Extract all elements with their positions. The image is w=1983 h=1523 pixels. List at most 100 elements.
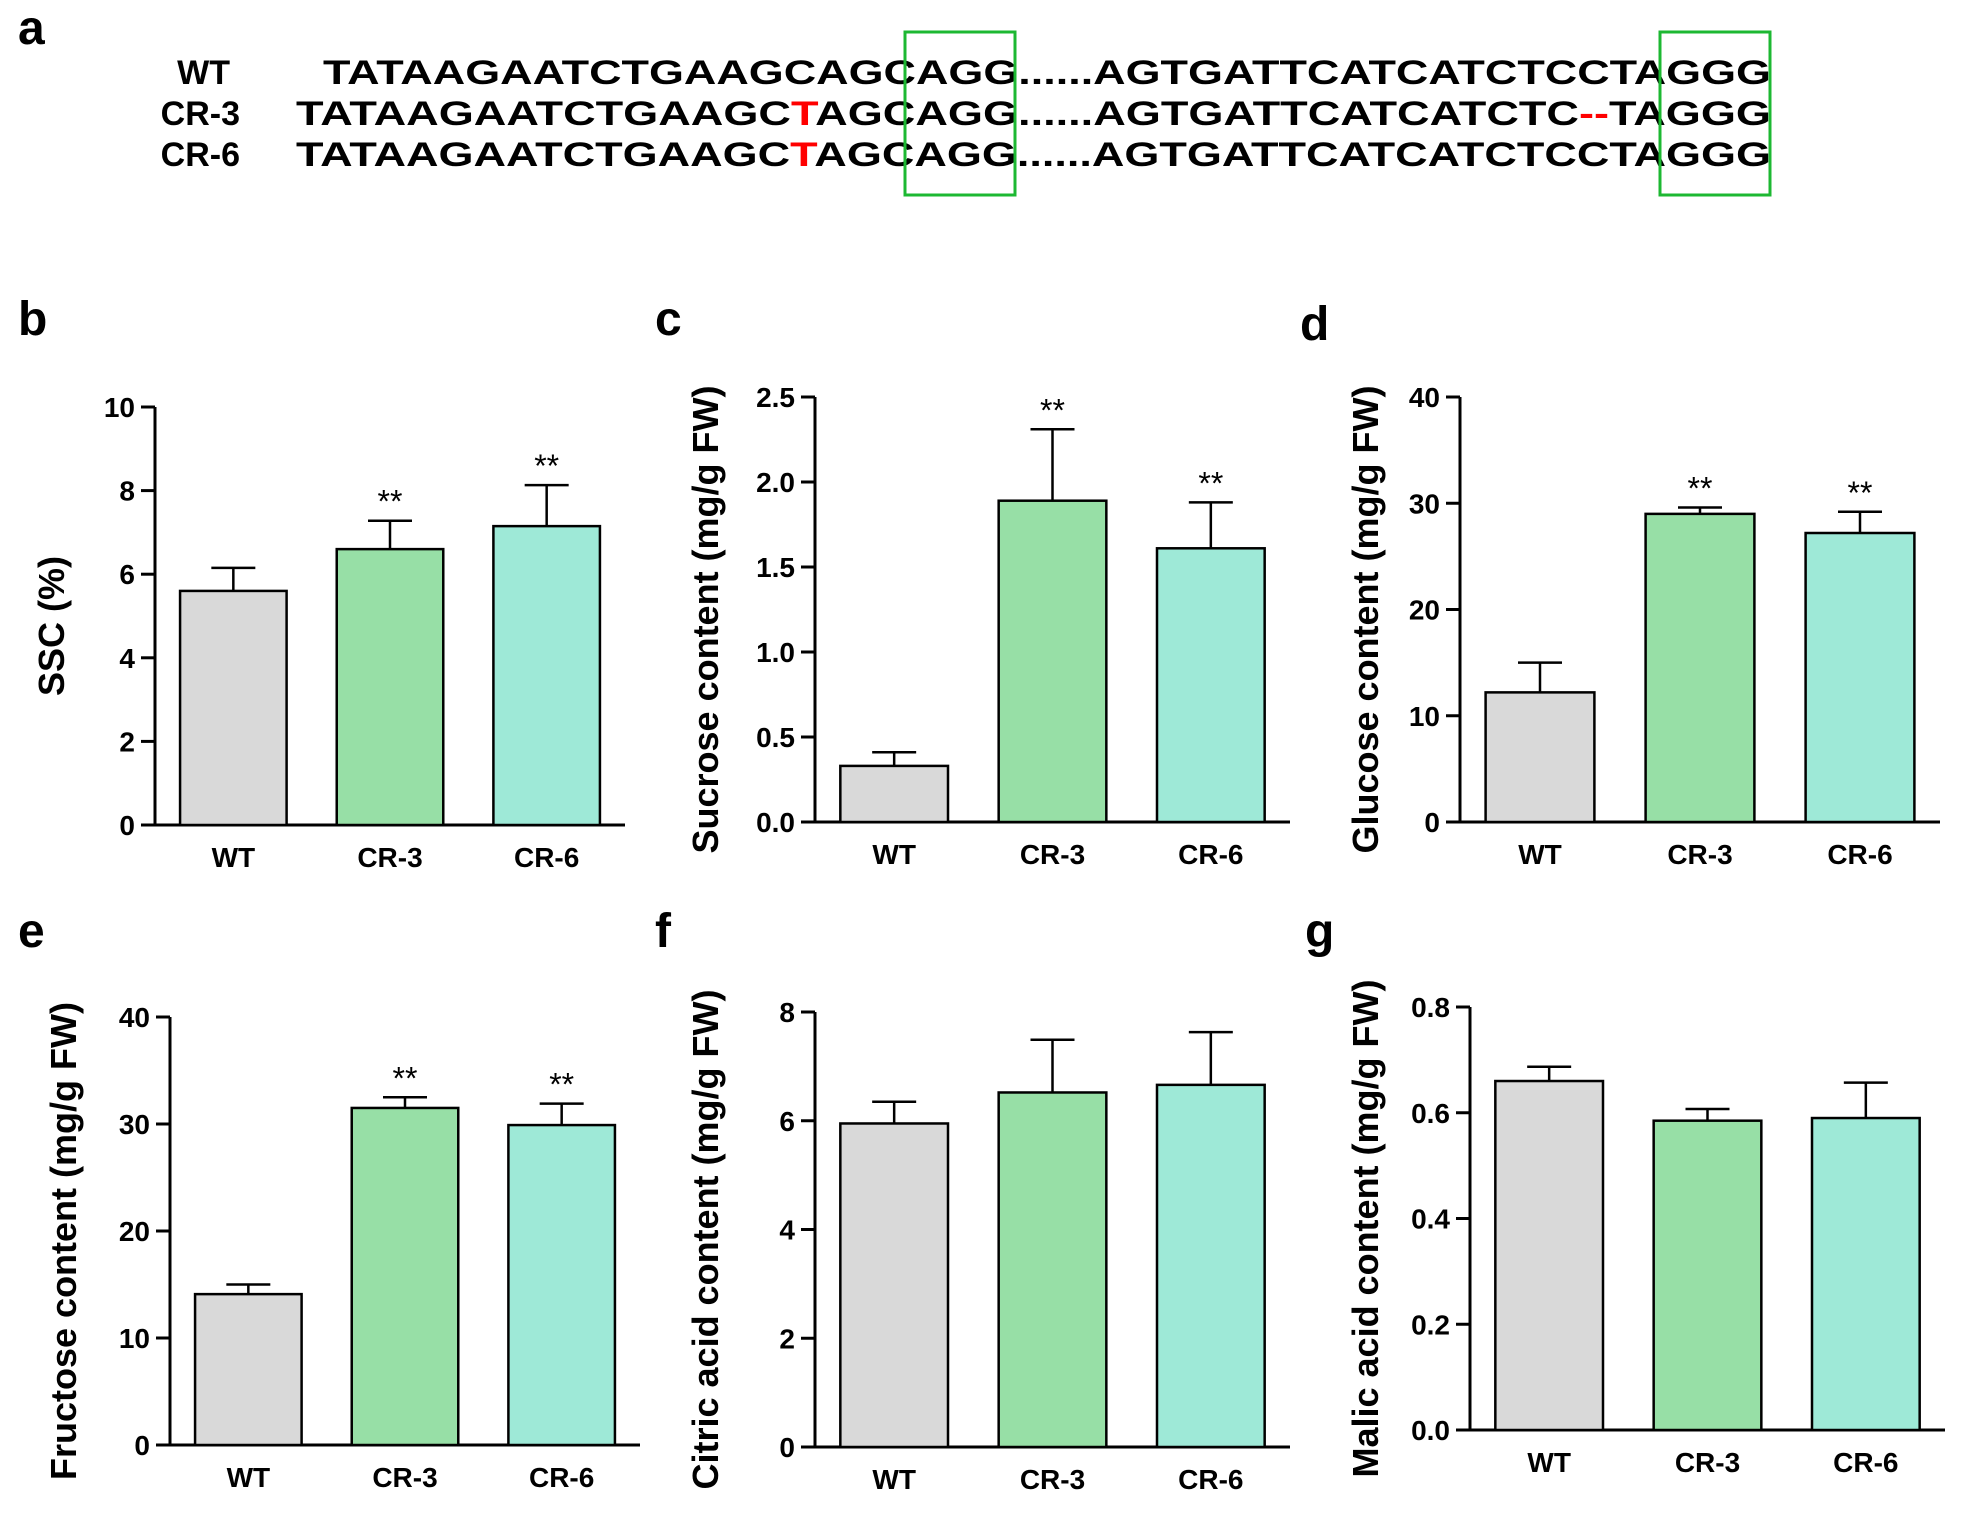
y-tick-label-c-3: 1.5 <box>756 552 795 583</box>
y-axis-label-g: Malic acid content (mg/g FW) <box>1345 979 1386 1477</box>
y-tick-label-b-3: 6 <box>119 559 135 590</box>
bar-d-wt <box>1484 691 1596 824</box>
x-tick-label-b-cr-3: CR-3 <box>357 842 422 873</box>
x-tick-label-c-cr-6: CR-6 <box>1178 839 1243 870</box>
x-tick-label-c-cr-3: CR-3 <box>1020 839 1085 870</box>
mutation-cr-6-1: T <box>790 136 818 174</box>
y-tick-label-d-1: 10 <box>1409 701 1440 732</box>
sequence-cr-3: TATAAGAATCTGAAGC T AGCAGG......AGTGATTCATC… <box>296 95 1771 133</box>
pam-box-right <box>1658 30 1772 197</box>
y-tick-label-e-4: 40 <box>119 1002 150 1033</box>
bar-g-cr-3 <box>1652 1119 1763 1432</box>
y-tick-label-c-1: 0.5 <box>756 722 795 753</box>
panel-label-b: b <box>18 293 47 346</box>
x-tick-label-d-cr-3: CR-3 <box>1667 839 1732 870</box>
significance-e-cr-6: ** <box>549 1067 574 1103</box>
bar-c-wt <box>839 764 950 824</box>
sequence-segment-wt-0: TATAAGAATCTGAAGCAGCAGG......AGTGATTCATCA… <box>323 54 1771 92</box>
y-tick-label-f-1: 2 <box>779 1323 795 1354</box>
x-tick-label-c-wt: WT <box>872 839 916 870</box>
x-tick-label-e-cr-3: CR-3 <box>372 1462 437 1493</box>
sequence-segment-cr-6-0: TATAAGAATCTGAAGC <box>296 136 790 174</box>
pam-box-left <box>903 30 1017 197</box>
y-tick-label-d-0: 0 <box>1424 807 1440 838</box>
bar-b-cr-3 <box>335 547 445 827</box>
y-tick-label-f-4: 8 <box>779 997 795 1028</box>
bar-e-cr-6 <box>507 1123 617 1447</box>
x-tick-label-d-wt: WT <box>1518 839 1562 870</box>
bar-b-wt <box>178 589 288 827</box>
y-tick-label-b-1: 2 <box>119 726 135 757</box>
y-tick-label-g-0: 0.0 <box>1411 1415 1450 1446</box>
chart-c: c 0.0 0.5 1.0 1.5 2.0 2.5 Sucrose content (mg/g… <box>655 293 1290 870</box>
sequence-segment-cr-3-4: TAGGG <box>1609 95 1771 133</box>
x-tick-label-e-wt: WT <box>227 1462 271 1493</box>
x-tick-label-g-cr-3: CR-3 <box>1675 1447 1740 1478</box>
panel-label-d: d <box>1300 298 1329 351</box>
y-axis-label-b: SSC (%) <box>31 556 72 696</box>
panel-label-g: g <box>1305 905 1334 958</box>
x-tick-label-g-wt: WT <box>1527 1447 1571 1478</box>
bar-g-wt <box>1494 1079 1605 1432</box>
panel-label-f: f <box>655 905 672 958</box>
sequence-name-wt: WT <box>177 54 230 92</box>
panel-label-c: c <box>655 293 682 346</box>
y-tick-label-f-0: 0 <box>779 1432 795 1463</box>
significance-b-cr-3: ** <box>378 484 403 520</box>
chart-f: f 0 2 4 6 8 Citric acid content (mg/g FW) WT CR-… <box>655 905 1290 1495</box>
y-tick-label-d-3: 30 <box>1409 488 1440 519</box>
bar-c-cr-3 <box>997 499 1108 824</box>
x-tick-label-e-cr-6: CR-6 <box>529 1462 594 1493</box>
significance-e-cr-3: ** <box>393 1060 418 1096</box>
x-tick-label-b-wt: WT <box>212 842 256 873</box>
y-tick-label-g-4: 0.8 <box>1411 992 1450 1023</box>
bar-charts: b 0 2 4 6 8 10 SSC (%) WT CR-3 ** CR-6 ** c 0.0 0.5 1.0 1… <box>18 293 1945 1495</box>
y-tick-label-g-3: 0.6 <box>1411 1098 1450 1129</box>
significance-d-cr-6: ** <box>1848 475 1873 511</box>
y-tick-label-b-4: 8 <box>119 476 135 507</box>
y-tick-label-e-0: 0 <box>134 1430 150 1461</box>
y-axis-label-c: Sucrose content (mg/g FW) <box>685 386 726 854</box>
significance-c-cr-6: ** <box>1198 465 1223 501</box>
x-tick-label-d-cr-6: CR-6 <box>1827 839 1892 870</box>
bar-c-cr-6 <box>1155 547 1266 824</box>
y-tick-label-c-2: 1.0 <box>756 637 795 668</box>
y-tick-label-b-2: 4 <box>119 643 135 674</box>
bar-g-cr-6 <box>1810 1116 1921 1432</box>
sequence-segment-cr-3-2: AGCAGG......AGTGATTCATCATCTC <box>815 95 1579 133</box>
bar-e-cr-3 <box>350 1106 460 1447</box>
x-tick-label-f-cr-6: CR-6 <box>1178 1464 1243 1495</box>
sequence-name-cr-3: CR-3 <box>161 95 240 133</box>
bar-d-cr-6 <box>1804 531 1916 824</box>
y-axis-label-e: Fructose content (mg/g FW) <box>43 1002 84 1480</box>
significance-b-cr-6: ** <box>534 448 559 484</box>
y-tick-label-f-2: 4 <box>779 1215 795 1246</box>
x-tick-label-f-cr-3: CR-3 <box>1020 1464 1085 1495</box>
y-axis-label-f: Citric acid content (mg/g FW) <box>685 990 726 1490</box>
bar-d-cr-3 <box>1644 512 1756 824</box>
y-tick-label-d-4: 40 <box>1409 382 1440 413</box>
y-tick-label-d-2: 20 <box>1409 595 1440 626</box>
sequence-wt: TATAAGAATCTGAAGCAGCAGG......AGTGATTCATCA… <box>323 54 1771 92</box>
y-tick-label-e-1: 10 <box>119 1323 150 1354</box>
sequence-segment-cr-6-2: AGCAGG......AGTGATTCATCATCTCCTAGGG <box>814 136 1771 174</box>
panel-label-a: a <box>18 2 45 55</box>
bar-b-cr-6 <box>492 524 602 827</box>
sequence-name-cr-6: CR-6 <box>161 136 240 174</box>
significance-c-cr-3: ** <box>1040 392 1065 428</box>
sequence-segment-cr-3-0: TATAAGAATCTGAAGC <box>296 95 791 133</box>
mutation-cr-3-3: -- <box>1579 95 1609 133</box>
y-tick-label-f-3: 6 <box>779 1106 795 1137</box>
chart-g: g 0.0 0.2 0.4 0.6 0.8 Malic acid content (mg/g… <box>1305 905 1945 1478</box>
panel-a-sequence-alignment: aWT TATAAGAATCTGAAGCAGCAGG......AGTGATTCA… <box>18 2 1772 197</box>
y-tick-label-e-2: 20 <box>119 1216 150 1247</box>
bar-f-wt <box>839 1122 950 1449</box>
y-tick-label-e-3: 30 <box>119 1109 150 1140</box>
chart-d: d 0 10 20 30 40 Glucose content (mg/g FW) WT CR-… <box>1300 298 1940 870</box>
y-axis-label-d: Glucose content (mg/g FW) <box>1345 386 1386 854</box>
y-tick-label-c-5: 2.5 <box>756 382 795 413</box>
x-tick-label-f-wt: WT <box>872 1464 916 1495</box>
chart-b: b 0 2 4 6 8 10 SSC (%) WT CR-3 ** CR-6 ** <box>18 293 625 873</box>
sequence-cr-6: TATAAGAATCTGAAGC T AGCAGG......AGTGATTCATC… <box>296 136 1771 174</box>
